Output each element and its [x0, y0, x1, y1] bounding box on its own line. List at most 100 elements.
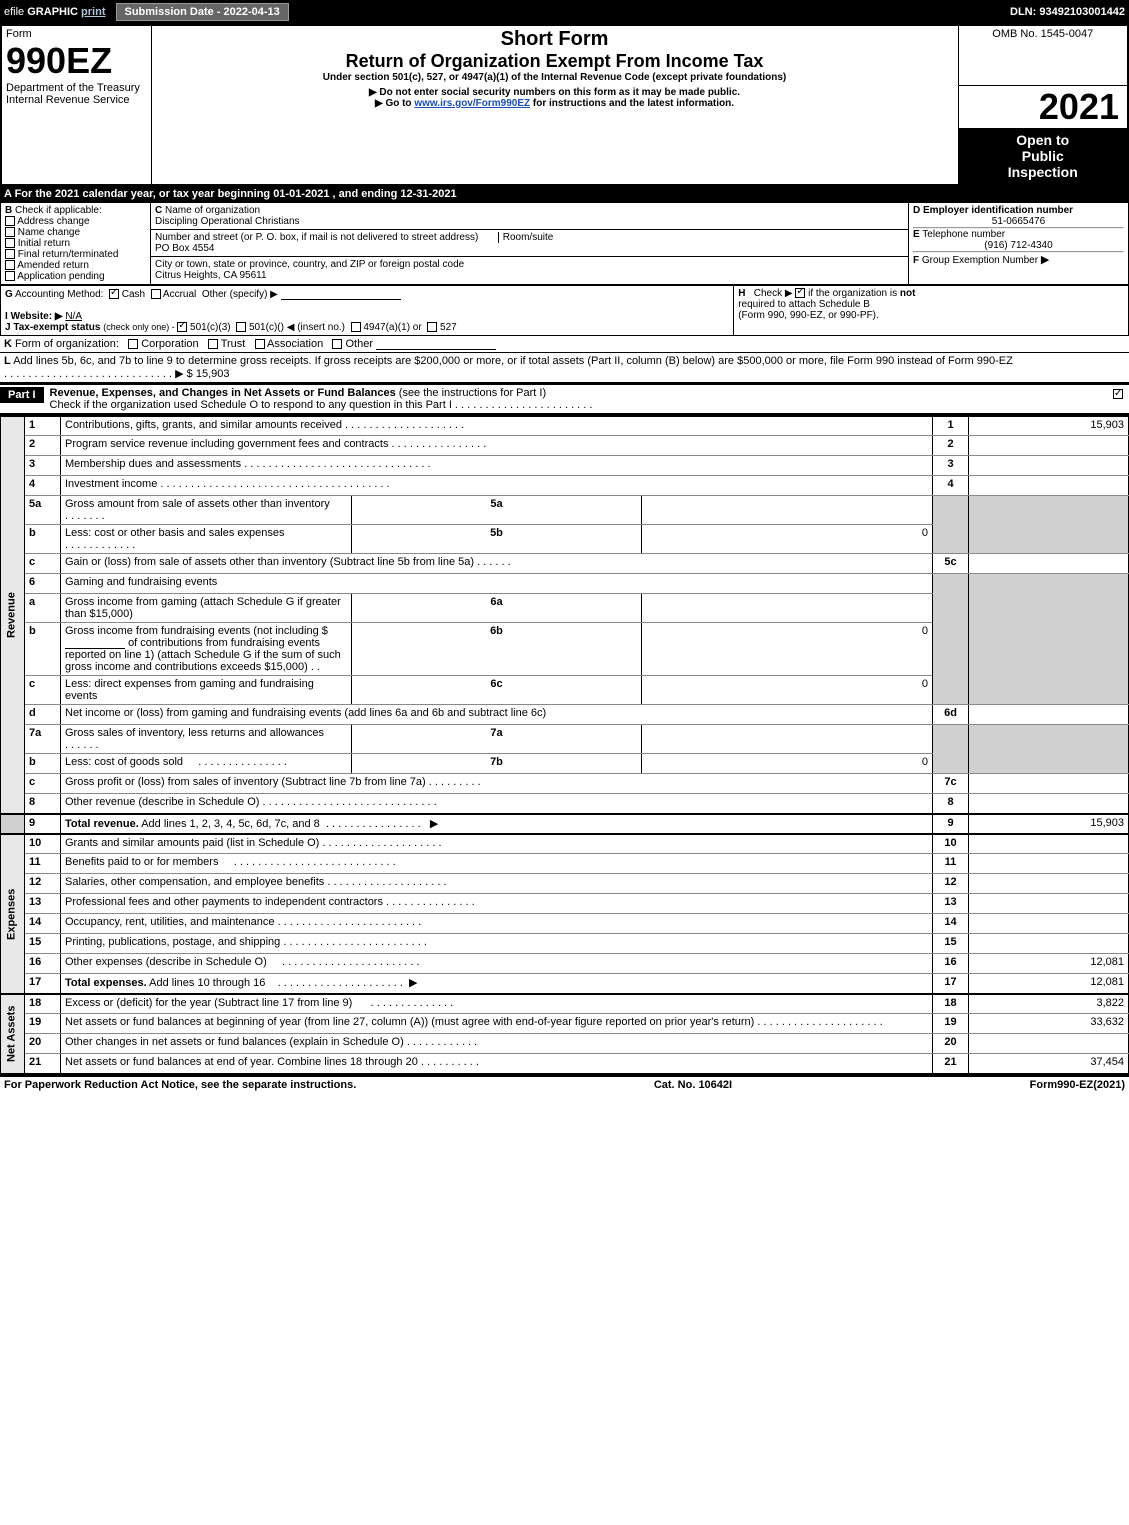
- goto-post: for instructions and the latest informat…: [530, 98, 734, 109]
- city-value: Citrus Heights, CA 95611: [155, 270, 267, 281]
- initial-return-checkbox[interactable]: [5, 238, 15, 248]
- trust-checkbox[interactable]: [208, 339, 218, 349]
- tax-exempt-label: Tax-exempt status: [13, 322, 100, 333]
- line-19-amount: 33,632: [969, 1014, 1129, 1034]
- corporation-checkbox[interactable]: [128, 339, 138, 349]
- group-exemption-label: Group Exemption Number: [922, 255, 1038, 266]
- letter-j: J: [5, 322, 11, 333]
- 501c-checkbox[interactable]: [236, 322, 246, 332]
- do-not-ssn: ▶ Do not enter social security numbers o…: [156, 87, 954, 98]
- arrow-icon: ▶: [1041, 254, 1049, 266]
- part-i-see: (see the instructions for Part I): [399, 387, 546, 399]
- tax-year: 2021: [959, 86, 1128, 128]
- letter-e: E: [913, 229, 920, 240]
- name-org-label: Name of organization: [165, 205, 260, 216]
- open-to-public-box: Open to Public Inspection: [959, 128, 1128, 184]
- 4947-checkbox[interactable]: [351, 322, 361, 332]
- form-label: Form: [1030, 1079, 1058, 1091]
- h-checkbox[interactable]: [795, 288, 805, 298]
- 527-checkbox[interactable]: [427, 322, 437, 332]
- 6b-contrib-blank[interactable]: [65, 637, 125, 649]
- line-1-amount: 15,903: [969, 416, 1129, 436]
- part-i-schedule-o-checkbox[interactable]: [1113, 389, 1123, 399]
- street-label: Number and street (or P. O. box, if mail…: [155, 232, 478, 243]
- part-i-label: Part I: [0, 387, 44, 403]
- line-17-amount: 12,081: [969, 974, 1129, 994]
- line-18-amount: 3,822: [969, 994, 1129, 1014]
- main-title: Return of Organization Exempt From Incom…: [156, 51, 954, 72]
- paperwork-notice: For Paperwork Reduction Act Notice, see …: [4, 1079, 356, 1091]
- catalog-number: Cat. No. 10642I: [654, 1079, 732, 1091]
- ein-value: 51-0665476: [913, 216, 1124, 227]
- g-h-block: G Accounting Method: Cash Accrual Other …: [0, 285, 1129, 336]
- letter-b: B: [5, 205, 12, 216]
- line-9-amount: 15,903: [969, 814, 1129, 834]
- submission-date-box: Submission Date - 2022-04-13: [116, 3, 289, 21]
- header-table: Form 990EZ Department of the Treasury In…: [0, 24, 1129, 186]
- telephone-label: Telephone number: [922, 229, 1005, 240]
- graphic-label: GRAPHIC: [27, 6, 78, 18]
- dln-label: DLN: 93492103001442: [1010, 6, 1125, 18]
- line-6b-value: 0: [642, 623, 933, 676]
- line-21-amount: 37,454: [969, 1054, 1129, 1074]
- footer: For Paperwork Reduction Act Notice, see …: [0, 1075, 1129, 1093]
- line-5b-value: 0: [642, 525, 933, 554]
- print-link[interactable]: print: [81, 6, 105, 18]
- room-suite-label: Room/suite: [498, 232, 554, 243]
- other-org-checkbox[interactable]: [332, 339, 342, 349]
- letter-g: G: [5, 289, 13, 300]
- telephone-value: (916) 712-4340: [913, 240, 1124, 251]
- other-specify-blank[interactable]: [281, 288, 401, 300]
- top-bar: efile GRAPHIC print Submission Date - 20…: [0, 0, 1129, 24]
- city-label: City or town, state or province, country…: [155, 259, 464, 270]
- dept-treasury: Department of the Treasury: [6, 82, 140, 94]
- letter-h: H: [738, 288, 745, 299]
- part-i-title: Revenue, Expenses, and Changes in Net As…: [50, 387, 396, 399]
- letter-f: F: [913, 255, 919, 266]
- website-value: N/A: [65, 311, 82, 322]
- street-value: PO Box 4554: [155, 243, 214, 254]
- accounting-method-label: Accounting Method:: [15, 289, 103, 300]
- line-16-amount: 12,081: [969, 954, 1129, 974]
- gross-receipts-value: 15,903: [196, 368, 230, 380]
- line-7b-value: 0: [642, 754, 933, 774]
- check-if-applicable: Check if applicable:: [15, 205, 102, 216]
- application-pending-checkbox[interactable]: [5, 271, 15, 281]
- info-block: B Check if applicable: Address change Na…: [0, 202, 1129, 285]
- omb-number: OMB No. 1545-0047: [963, 28, 1124, 40]
- irs-label: Internal Revenue Service: [6, 94, 130, 106]
- org-name: Discipling Operational Christians: [155, 216, 300, 227]
- name-change-checkbox[interactable]: [5, 227, 15, 237]
- revenue-side-label: Revenue: [1, 416, 25, 814]
- part-i-table: Revenue 1 Contributions, gifts, grants, …: [0, 415, 1129, 1075]
- amended-return-checkbox[interactable]: [5, 260, 15, 270]
- line-l: L Add lines 5b, 6c, and 7b to line 9 to …: [0, 353, 1129, 383]
- address-change-checkbox[interactable]: [5, 216, 15, 226]
- 501c3-checkbox[interactable]: [177, 322, 187, 332]
- letter-d: D: [913, 205, 920, 216]
- letter-c: C: [155, 205, 162, 216]
- part-i-schedule-o: Check if the organization used Schedule …: [50, 399, 452, 411]
- cash-checkbox[interactable]: [109, 289, 119, 299]
- short-form-title: Short Form: [156, 28, 954, 51]
- accrual-checkbox[interactable]: [151, 289, 161, 299]
- part-i-header: Part I Revenue, Expenses, and Changes in…: [0, 383, 1129, 415]
- form-990ez: 990EZ: [6, 40, 112, 81]
- other-org-blank[interactable]: [376, 338, 496, 350]
- goto-pre: ▶ Go to: [375, 98, 414, 109]
- efile-label: efile: [4, 6, 24, 18]
- line-a-calendar: A For the 2021 calendar year, or tax yea…: [0, 186, 1129, 202]
- goto-link[interactable]: www.irs.gov/Form990EZ: [414, 98, 530, 109]
- line-6c-value: 0: [642, 676, 933, 705]
- form-word: Form: [6, 28, 32, 40]
- final-return-checkbox[interactable]: [5, 249, 15, 259]
- h-check-label: Check ▶: [754, 288, 793, 299]
- under-section: Under section 501(c), 527, or 4947(a)(1)…: [156, 72, 954, 83]
- letter-i: I: [5, 311, 8, 322]
- website-label: Website: ▶: [11, 311, 63, 322]
- expenses-side-label: Expenses: [1, 834, 25, 994]
- net-assets-side-label: Net Assets: [1, 994, 25, 1074]
- line-k: K Form of organization: Corporation Trus…: [0, 336, 1129, 353]
- ein-label: Employer identification number: [923, 205, 1073, 216]
- association-checkbox[interactable]: [255, 339, 265, 349]
